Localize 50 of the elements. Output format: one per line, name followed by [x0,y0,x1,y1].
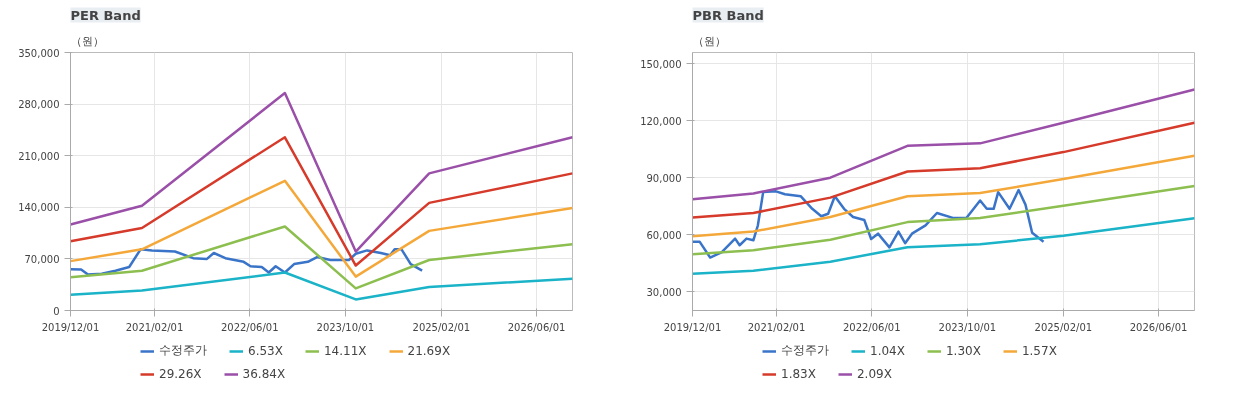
legend-label: 1.04X [870,343,905,358]
line-series [70,136,573,267]
y-axis-title: （원） [70,34,104,48]
line-series [692,121,1195,219]
x-tick-label: 2023/10/01 [316,321,375,333]
y-tick-label: 350,000 [18,47,60,59]
y-tick-label: 30,000 [646,286,682,298]
chart-title: PBR Band [692,7,764,23]
x-tick-label: 2025/02/01 [412,321,471,333]
line-series [692,217,1195,275]
legend-label: 2.09X [856,367,892,381]
y-tick-label: 210,000 [18,150,60,162]
legend-label: 1.57X [1021,343,1057,358]
y-tick-label: 140,000 [18,202,60,214]
x-tick-label: 2019/12/01 [41,321,100,333]
x-tick-label: 2022/06/01 [220,321,279,333]
x-tick-label: 2021/02/01 [125,321,184,333]
line-series [70,271,573,301]
line-series [70,91,573,253]
y-tick-label: 150,000 [640,58,682,70]
chart-title: PER Band [70,7,141,23]
y-tick-label: 120,000 [640,115,682,127]
legend-label: 29.26X [159,367,202,381]
x-tick-label: 2026/06/01 [507,321,566,333]
y-tick-label: 280,000 [18,99,60,111]
legend-label: 6.53X [248,343,283,358]
y-tick-label: 90,000 [646,172,682,184]
y-axis-title: （원） [692,34,726,48]
x-tick-label: 2023/10/01 [938,321,997,333]
x-tick-label: 2021/02/01 [747,321,806,333]
legend-label: 수정주가 [159,342,207,359]
legend-label: 21.69X [407,343,451,358]
line-series [692,88,1195,201]
legend-label: 36.84X [242,367,286,381]
legend-label: 수정주가 [781,342,829,359]
y-tick-label: 60,000 [646,229,682,241]
line-series [70,179,573,278]
x-tick-label: 2022/06/01 [842,321,901,333]
legend-label: 1.30X [945,343,981,358]
line-series [70,225,573,290]
x-tick-label: 2026/06/01 [1129,321,1188,333]
line-series [692,184,1195,256]
y-tick-label: 70,000 [24,253,60,265]
legend-label: 1.83X [781,367,816,381]
y-tick-label: 0 [53,305,60,317]
line-series [692,154,1195,238]
x-tick-label: 2025/02/01 [1034,321,1093,333]
line-series [692,188,1045,259]
legend-label: 14.11X [323,343,367,358]
x-tick-label: 2019/12/01 [663,321,722,333]
